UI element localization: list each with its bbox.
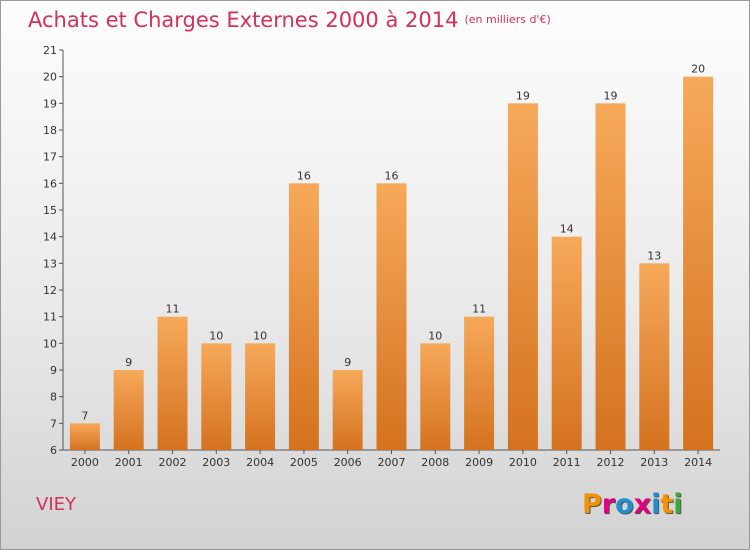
chart-title-text: Achats et Charges Externes 2000 à 2014	[28, 8, 459, 32]
data-label-2005: 16	[297, 169, 311, 182]
y-tick-label: 15	[43, 204, 57, 217]
chart-bars	[69, 76, 714, 451]
x-tick-label: 2014	[684, 456, 712, 469]
logo-letter: i	[673, 489, 683, 520]
y-tick-label: 9	[50, 364, 57, 377]
x-tick-label: 2010	[509, 456, 537, 469]
x-tick-label: 2013	[640, 456, 668, 469]
y-tick-label: 20	[43, 71, 57, 84]
y-tick-label: 12	[43, 284, 57, 297]
y-tick-label: 7	[50, 417, 57, 430]
y-tick-label: 11	[43, 311, 57, 324]
data-label-2001: 9	[125, 356, 132, 369]
y-tick-label: 8	[50, 391, 57, 404]
bar-2013	[639, 263, 670, 450]
logo-letter: o	[615, 489, 634, 520]
data-label-2008: 10	[428, 329, 442, 342]
y-tick-label: 18	[43, 124, 57, 137]
x-tick-label: 2012	[597, 456, 625, 469]
logo-letter: i	[651, 489, 661, 520]
x-tick-label: 2009	[465, 456, 493, 469]
data-label-2014: 20	[691, 63, 705, 76]
y-tick-label: 14	[43, 231, 57, 244]
proxiti-logo: Proxiti	[582, 489, 683, 520]
x-tick-label: 2001	[115, 456, 143, 469]
chart-data-labels: 7 9 11 10 10 16 9 16 10 11 19 14 19 13 20	[81, 63, 705, 423]
data-label-2013: 13	[647, 249, 661, 262]
x-tick-label: 2007	[378, 456, 406, 469]
chart-subtitle: (en milliers d'€)	[464, 13, 551, 26]
bar-2003	[201, 343, 232, 450]
data-label-2003: 10	[209, 329, 223, 342]
bar-2010	[507, 103, 538, 450]
data-label-2010: 19	[516, 89, 530, 102]
x-tick-label: 2000	[71, 456, 99, 469]
bar-2012	[595, 103, 626, 450]
y-tick-label: 19	[43, 97, 57, 110]
bar-2001	[113, 370, 144, 450]
bar-2006	[332, 370, 363, 450]
data-label-2012: 19	[604, 89, 618, 102]
x-tick-label: 2006	[334, 456, 362, 469]
y-tick-label: 16	[43, 177, 57, 190]
y-tick-label: 21	[43, 44, 57, 57]
bar-2009	[464, 316, 495, 450]
x-tick-label: 2008	[421, 456, 449, 469]
data-label-2006: 9	[344, 356, 351, 369]
bar-2004	[245, 343, 276, 450]
chart-title: Achats et Charges Externes 2000 à 2014 (e…	[28, 8, 551, 32]
x-tick-label: 2004	[246, 456, 274, 469]
x-tick-label: 2003	[202, 456, 230, 469]
y-tick-label: 6	[50, 444, 57, 457]
data-label-2000: 7	[81, 409, 88, 422]
data-label-2009: 11	[472, 303, 486, 316]
bar-2008	[420, 343, 451, 450]
y-tick-label: 10	[43, 337, 57, 350]
x-tick-label: 2005	[290, 456, 318, 469]
x-tick-label: 2002	[159, 456, 187, 469]
data-label-2011: 14	[560, 223, 574, 236]
logo-letter: t	[660, 489, 674, 520]
commune-name: VIEY	[36, 494, 76, 515]
bar-2007	[376, 183, 407, 451]
data-label-2002: 11	[166, 303, 180, 316]
y-tick-label: 13	[43, 257, 57, 270]
logo-letter: x	[633, 489, 652, 520]
y-tick-label: 17	[43, 151, 57, 164]
bar-2000	[69, 423, 100, 450]
data-label-2007: 16	[385, 169, 399, 182]
data-label-2004: 10	[253, 329, 267, 342]
bar-2005	[288, 183, 319, 451]
logo-letter: P	[582, 489, 602, 520]
logo-letter: r	[601, 489, 616, 520]
bar-2014	[683, 76, 714, 451]
bar-2002	[157, 316, 188, 450]
x-tick-label: 2011	[553, 456, 581, 469]
bar-2011	[551, 236, 582, 450]
